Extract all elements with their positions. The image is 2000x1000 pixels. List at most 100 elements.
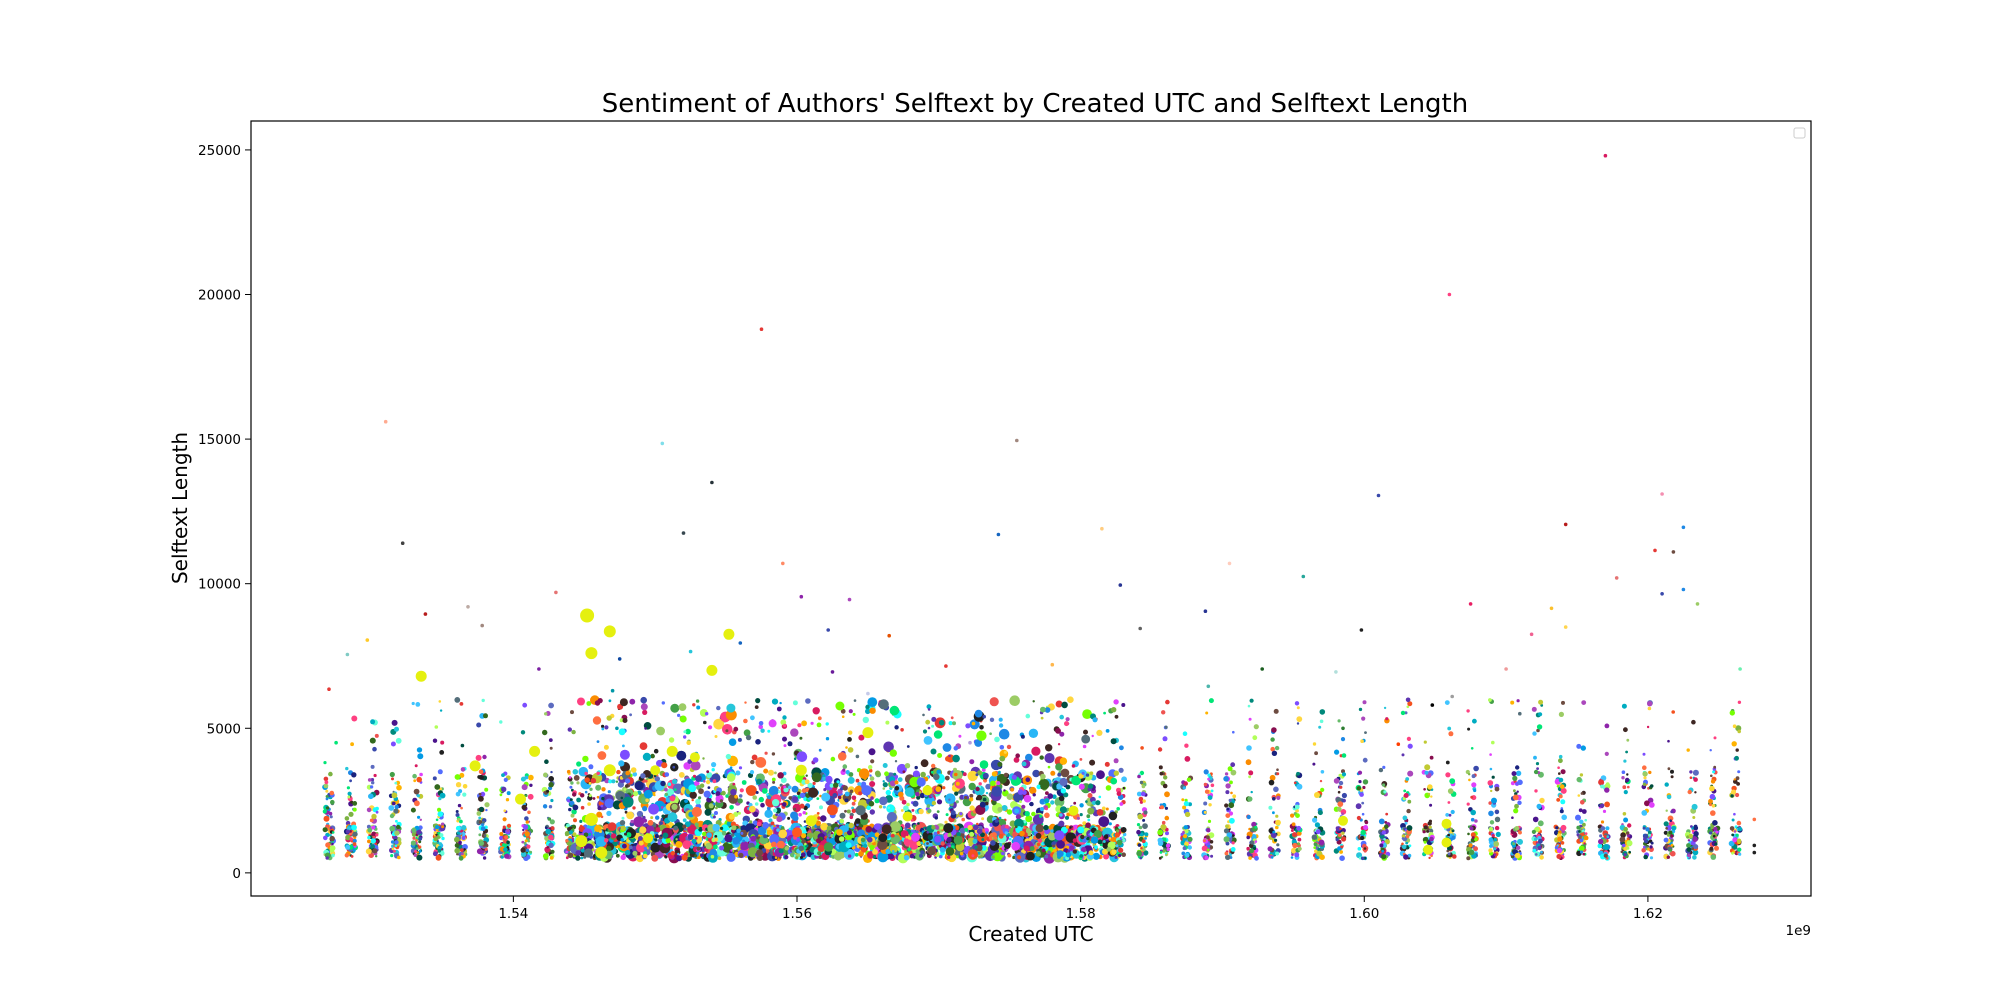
scatter-point <box>664 855 668 859</box>
scatter-point <box>845 746 848 749</box>
scatter-point <box>478 833 482 837</box>
scatter-point <box>722 724 733 735</box>
scatter-point <box>1108 811 1118 821</box>
scatter-point <box>953 835 963 845</box>
scatter-point <box>352 807 357 812</box>
scatter-point <box>596 795 600 799</box>
scatter-point <box>389 813 395 819</box>
scatter-point <box>1087 783 1094 789</box>
scatter-point <box>783 723 787 728</box>
scatter-point <box>731 825 737 831</box>
scatter-point <box>1029 846 1035 851</box>
scatter-point <box>1314 792 1320 798</box>
scatter-point <box>1203 801 1208 806</box>
scatter-point <box>600 804 604 808</box>
scatter-point <box>626 839 629 843</box>
scatter-point <box>629 698 636 705</box>
scatter-point <box>1015 753 1020 758</box>
scatter-point <box>768 719 777 728</box>
scatter-point <box>504 853 510 859</box>
scatter-point <box>499 793 503 797</box>
scatter-point <box>607 790 611 794</box>
scatter-point <box>375 840 379 844</box>
scatter-point <box>1294 701 1300 706</box>
scatter-point <box>851 808 856 813</box>
scatter-point <box>1210 854 1214 858</box>
scatter-point <box>1296 783 1303 790</box>
scatter-point <box>740 841 750 851</box>
scatter-point <box>707 786 711 789</box>
scatter-point <box>750 759 755 765</box>
scatter-point <box>625 778 631 784</box>
scatter-point <box>1294 804 1300 810</box>
scatter-point <box>1032 814 1044 826</box>
scatter-point <box>714 837 719 842</box>
scatter-point <box>691 838 697 844</box>
scatter-point <box>366 807 372 813</box>
scatter-point <box>774 771 777 775</box>
scatter-point <box>865 704 870 710</box>
scatter-point <box>413 788 420 795</box>
scatter-point <box>725 753 732 760</box>
scatter-point <box>1025 777 1031 782</box>
scatter-point <box>969 793 974 798</box>
scatter-point <box>975 786 980 792</box>
scatter-point <box>1067 696 1074 703</box>
scatter-point <box>618 760 625 767</box>
scatter-point <box>1161 710 1166 715</box>
scatter-point <box>1312 817 1318 823</box>
scatter-point <box>462 784 468 789</box>
scatter-point <box>1157 829 1164 836</box>
scatter-point <box>435 818 439 822</box>
scatter-point <box>1094 845 1098 849</box>
scatter-point <box>329 835 335 842</box>
scatter-point <box>1064 721 1069 727</box>
scatter-point <box>776 706 782 712</box>
scatter-point <box>520 776 526 782</box>
scatter-point <box>412 773 417 779</box>
scatter-point <box>713 844 718 850</box>
scatter-point <box>812 707 820 715</box>
scatter-point <box>1140 746 1144 750</box>
scatter-point <box>991 786 1002 797</box>
scatter-point <box>573 818 577 823</box>
scatter-point <box>812 781 816 786</box>
scatter-point <box>672 765 676 769</box>
scatter-point <box>884 771 889 777</box>
scatter-point <box>548 702 554 709</box>
scatter-point <box>439 709 443 712</box>
scatter-point <box>991 771 998 777</box>
scatter-point <box>855 778 860 783</box>
scatter-point <box>575 855 581 861</box>
scatter-point <box>743 729 751 737</box>
scatter-point <box>764 751 768 755</box>
scatter-point <box>927 846 936 856</box>
scatter-point <box>607 822 617 831</box>
scatter-point <box>959 852 964 856</box>
scatter-point <box>463 848 466 851</box>
scatter-point <box>391 801 396 806</box>
scatter-point <box>698 788 704 795</box>
scatter-point <box>772 799 780 807</box>
scatter-point <box>825 775 833 784</box>
scatter-point <box>1006 744 1012 750</box>
scatter-point <box>1065 852 1072 858</box>
scatter-point <box>824 836 827 839</box>
scatter-point <box>1089 759 1096 766</box>
scatter-point <box>370 719 376 725</box>
scatter-point <box>1079 813 1083 817</box>
scatter-point <box>854 852 859 857</box>
scatter-point <box>802 811 806 815</box>
scatter-point <box>774 856 778 859</box>
scatter-point <box>528 774 534 781</box>
scatter-point <box>1246 835 1250 840</box>
scatter-point <box>435 825 440 830</box>
scatter-point <box>1119 802 1124 806</box>
scatter-point <box>329 815 333 819</box>
scatter-point <box>806 836 810 840</box>
scatter-point <box>657 841 661 845</box>
scatter-point <box>583 848 594 858</box>
scatter-point <box>1274 745 1280 751</box>
scatter-point <box>998 728 1010 740</box>
scatter-point <box>666 788 675 797</box>
